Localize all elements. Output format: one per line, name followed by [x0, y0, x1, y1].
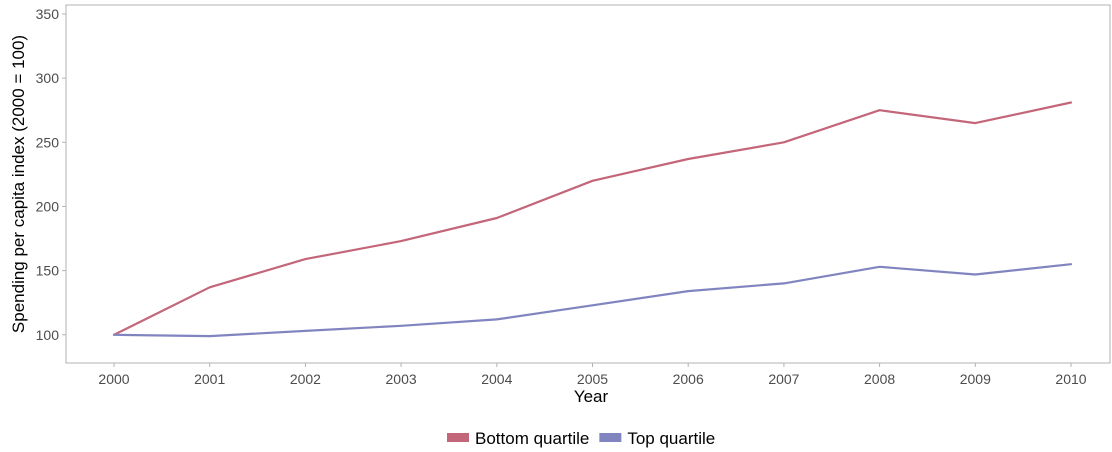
x-tick-label: 2006	[673, 371, 704, 387]
series-line-top-quartile	[112, 263, 1073, 338]
legend-swatch-bottom-quartile	[447, 433, 469, 442]
y-tick-label: 350	[36, 6, 60, 22]
series-lines	[112, 101, 1073, 338]
legend-swatch-top-quartile	[599, 433, 622, 442]
x-tick-label: 2001	[194, 371, 225, 387]
x-tick-label: 2005	[577, 371, 608, 387]
plot-panel	[65, 4, 1111, 364]
legend: Bottom quartile Top quartile	[447, 429, 715, 448]
y-tick-label: 100	[36, 327, 60, 343]
y-tick-label: 200	[36, 198, 60, 214]
y-axis-ticks: 100 150 200 250 300 350	[36, 6, 66, 343]
x-tick-label: 2010	[1055, 371, 1086, 387]
x-tick-label: 2002	[290, 371, 321, 387]
y-tick-label: 150	[36, 263, 60, 279]
legend-label-bottom-quartile: Bottom quartile	[475, 429, 589, 448]
x-axis-title: Year	[574, 387, 609, 406]
x-tick-label: 2000	[98, 371, 129, 387]
x-tick-label: 2003	[386, 371, 417, 387]
x-axis-ticks: 2000 2001 2002 2003 2004 2005 2006 2007 2008 2009…	[98, 363, 1087, 387]
y-axis-title: Spending per capita index (2000 = 100)	[9, 35, 28, 333]
y-tick-label: 250	[36, 134, 60, 150]
y-tick-label: 300	[36, 70, 60, 86]
legend-label-top-quartile: Top quartile	[627, 429, 715, 448]
x-tick-label: 2008	[864, 371, 895, 387]
series-line-bottom-quartile	[112, 101, 1073, 336]
x-tick-label: 2004	[481, 371, 512, 387]
x-tick-label: 2007	[768, 371, 799, 387]
x-tick-label: 2009	[960, 371, 991, 387]
